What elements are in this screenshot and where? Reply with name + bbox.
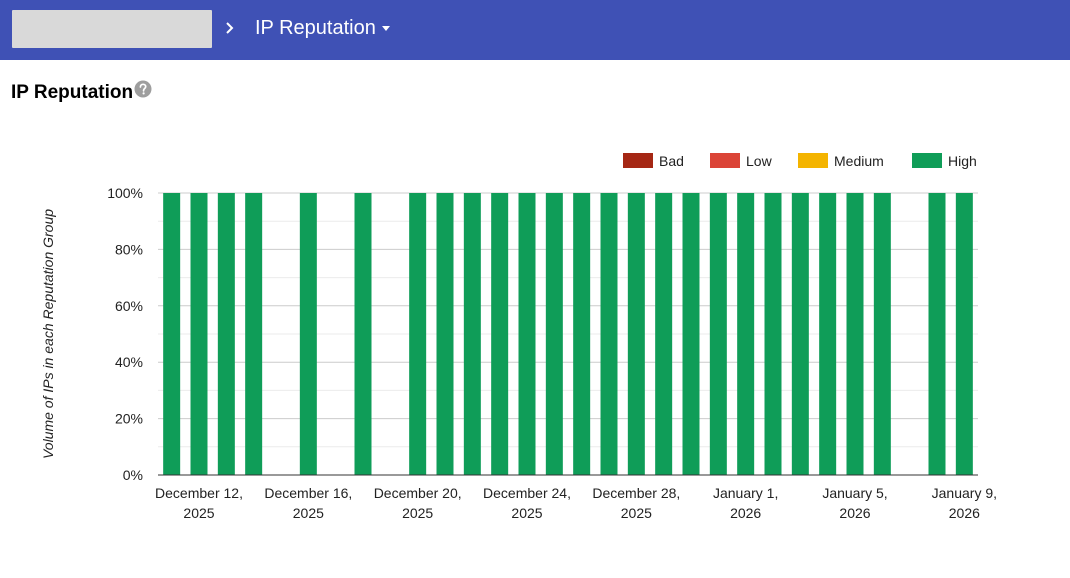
x-tick-label: January 1, 2026 <box>713 485 778 521</box>
x-tick-label-line1: December 16, <box>264 485 352 501</box>
bar-high <box>217 193 235 475</box>
bar-high <box>709 193 727 475</box>
x-tick-label-line1: December 24, <box>483 485 571 501</box>
bar-high <box>682 193 700 475</box>
chart-legend: Bad Low Medium High <box>623 153 977 169</box>
x-tick-label-line1: January 5, <box>822 485 887 501</box>
y-tick-label: 0% <box>123 467 143 483</box>
legend-swatch-medium <box>798 153 828 168</box>
x-tick-label-line2: 2026 <box>730 505 761 521</box>
bar-high <box>409 193 427 475</box>
x-tick-label: December 12, 2025 <box>155 485 243 521</box>
x-tick-label-line2: 2025 <box>183 505 214 521</box>
x-tick-label: December 24, 2025 <box>483 485 571 521</box>
bar-high <box>163 193 181 475</box>
x-tick-label-line2: 2026 <box>949 505 980 521</box>
bar-high <box>436 193 454 475</box>
x-tick-label-line1: January 9, <box>932 485 997 501</box>
bar-high <box>764 193 782 475</box>
bar-high <box>299 193 317 475</box>
legend-swatch-high <box>912 153 942 168</box>
x-tick-label: December 20, 2025 <box>374 485 462 521</box>
bar-high <box>955 193 973 475</box>
top-app-bar: IP Reputation <box>0 0 1070 60</box>
legend-swatch-low <box>710 153 740 168</box>
question-circle-icon[interactable] <box>134 80 152 98</box>
bar-high <box>873 193 891 475</box>
chart-bars <box>163 193 973 475</box>
legend-label-high: High <box>948 153 977 169</box>
bar-high <box>190 193 208 475</box>
bar-high <box>245 193 263 475</box>
bar-high <box>655 193 673 475</box>
x-tick-label-line2: 2026 <box>839 505 870 521</box>
y-tick-label: 40% <box>115 354 143 370</box>
bar-high <box>819 193 837 475</box>
page-header: IP Reputation <box>11 80 152 106</box>
y-tick-label: 100% <box>107 185 143 201</box>
bar-high <box>737 193 755 475</box>
legend-label-bad: Bad <box>659 153 684 169</box>
x-tick-label: January 5, 2026 <box>822 485 887 521</box>
x-tick-label: December 28, 2025 <box>592 485 680 521</box>
x-tick-label-line1: December 12, <box>155 485 243 501</box>
bar-high <box>627 193 645 475</box>
legend-label-medium: Medium <box>834 153 884 169</box>
x-tick-label: January 9, 2026 <box>932 485 997 521</box>
x-tick-label: December 16, 2025 <box>264 485 352 521</box>
page-title: IP Reputation <box>11 82 134 103</box>
x-tick-label-line1: January 1, <box>713 485 778 501</box>
x-tick-label-line1: December 28, <box>592 485 680 501</box>
y-tick-label: 20% <box>115 411 143 427</box>
bar-high <box>846 193 864 475</box>
bar-high <box>600 193 618 475</box>
y-tick-label: 60% <box>115 298 143 314</box>
legend-label-low: Low <box>746 153 773 169</box>
x-tick-label-line2: 2025 <box>511 505 542 521</box>
breadcrumb-ip-reputation-dropdown[interactable]: IP Reputation <box>255 16 390 40</box>
bar-high <box>928 193 946 475</box>
bar-high <box>573 193 591 475</box>
x-tick-label-line2: 2025 <box>402 505 433 521</box>
y-axis: 0% 20% 40% 60% 80% 100% <box>107 185 143 483</box>
x-tick-label-line2: 2025 <box>621 505 652 521</box>
x-tick-label-line1: December 20, <box>374 485 462 501</box>
y-axis-label: Volume of IPs in each Reputation Group <box>40 209 56 459</box>
bar-high <box>354 193 372 475</box>
chevron-right-icon <box>226 22 234 34</box>
bar-high <box>463 193 481 475</box>
caret-down-icon <box>381 25 390 31</box>
bar-high <box>491 193 509 475</box>
bar-high <box>791 193 809 475</box>
ip-reputation-chart: Bad Low Medium High 0% 20% 40% 60% 80% 100% Dece… <box>40 153 997 521</box>
chart-gridlines <box>158 192 978 476</box>
project-selector[interactable] <box>12 10 212 48</box>
x-tick-label-line2: 2025 <box>293 505 324 521</box>
legend-swatch-bad <box>623 153 653 168</box>
bar-high <box>545 193 563 475</box>
breadcrumb-label: IP Reputation <box>255 16 376 39</box>
y-tick-label: 80% <box>115 241 143 257</box>
bar-high <box>518 193 536 475</box>
